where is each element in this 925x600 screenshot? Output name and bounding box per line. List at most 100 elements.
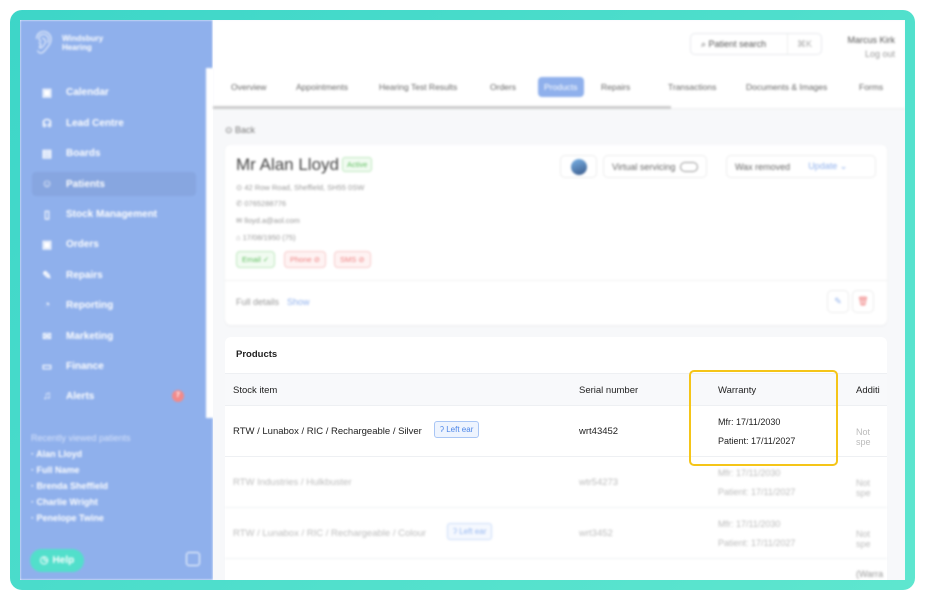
tab-transactions[interactable]: Transactions bbox=[668, 82, 717, 92]
col-additional: Additi bbox=[856, 385, 880, 396]
wrench-icon: ✎ bbox=[42, 269, 52, 282]
card-icon: ▭ bbox=[41, 360, 53, 373]
table-row[interactable]: RTW / Lunabox / RIC / Rechargeable / Col… bbox=[225, 508, 887, 559]
warranty-patient: Patient: 17/11/2027 bbox=[718, 538, 796, 548]
sidebar-item-calendar[interactable]: ▣ Calendar bbox=[32, 80, 196, 104]
orders-icon: ▣ bbox=[41, 238, 53, 251]
tab-orders[interactable]: Orders bbox=[490, 82, 516, 92]
calendar-icon: ▣ bbox=[41, 86, 53, 99]
recent-patient-link[interactable]: · Penelope Twine bbox=[31, 513, 104, 523]
ear-icon: ʔ bbox=[440, 425, 447, 434]
phone: ✆ 0765288776 bbox=[236, 199, 286, 208]
tab-products[interactable]: Products bbox=[538, 77, 584, 97]
table-row[interactable]: RTW Industries / Hulkbuster wtr54273 Mfr: … bbox=[225, 457, 887, 508]
ear-badge: ʔ Left ear bbox=[447, 523, 493, 540]
sidebar-item-boards[interactable]: ▤ Boards bbox=[32, 141, 196, 165]
sidebar-item-finance[interactable]: ▭ Finance bbox=[32, 354, 196, 378]
cake-icon: ⌂ bbox=[236, 233, 243, 242]
pin-icon: ⊙ bbox=[236, 183, 245, 192]
sidebar-item-patients[interactable]: ☺ Patients bbox=[32, 172, 196, 196]
back-button[interactable]: ⊙ Back bbox=[225, 125, 255, 136]
email-consent[interactable]: Email ✓ bbox=[236, 251, 276, 268]
tab-repairs[interactable]: Repairs bbox=[601, 82, 631, 92]
stock-item: RTW Industries / Hulkbuster bbox=[233, 477, 352, 488]
help-button[interactable]: ◷ Help bbox=[30, 549, 84, 572]
sidebar-item-alerts[interactable]: ♫ Alerts 7 bbox=[32, 384, 196, 408]
delete-button[interactable]: 🗑︎ bbox=[852, 290, 874, 313]
sidebar-item-label: Calendar bbox=[66, 86, 109, 98]
table-row[interactable]: RTW / Lunabox / RIC / Rechargeable / Sil… bbox=[225, 406, 887, 457]
warranty-mfr: Mfr: 17/11/2030 bbox=[718, 519, 781, 529]
app-window: 👂︎ Windsbury Hearing ▣ Calendar ☊ Lead Centr… bbox=[20, 20, 905, 580]
virtual-servicing-toggle[interactable]: Virtual servicing bbox=[603, 155, 708, 178]
products-card: Products Stock item Serial number Warran… bbox=[225, 337, 887, 580]
sidebar-item-lead-centre[interactable]: ☊ Lead Centre bbox=[32, 111, 196, 135]
sidebar-item-orders[interactable]: ▣ Orders bbox=[32, 232, 196, 256]
logout-link[interactable]: Log out bbox=[864, 49, 895, 59]
ear-badge: ʔ Left ear bbox=[434, 421, 480, 438]
sidebar-item-stock-management[interactable]: ▯ Stock Management bbox=[32, 202, 196, 226]
back-label: Back bbox=[235, 125, 256, 135]
help-icon: ◷ bbox=[39, 555, 49, 566]
sms-consent[interactable]: SMS ⊘ bbox=[334, 251, 371, 268]
patient-name: Mr Alan Lloyd bbox=[236, 155, 339, 174]
patient-search[interactable]: ⌕ Patient search ⌘K bbox=[690, 33, 822, 55]
tab-hearing-test-results[interactable]: Hearing Test Results bbox=[379, 82, 458, 92]
logo: 👂︎ Windsbury Hearing bbox=[30, 30, 103, 56]
stock-item: RTW / Lunabox / RIC / Rechargeable / Col… bbox=[233, 528, 427, 539]
sidebar-item-label: Lead Centre bbox=[66, 117, 124, 129]
phone-icon: ✆ bbox=[236, 199, 245, 208]
sidebar-item-reporting[interactable]: ◔ Reporting bbox=[32, 293, 196, 317]
table-row[interactable]: (Warra bbox=[225, 559, 887, 580]
sidebar-item-label: Alerts bbox=[66, 390, 95, 402]
dob-text: 17/08/1950 (75) bbox=[242, 233, 296, 242]
tab-bar: Overview Appointments Hearing Test Results… bbox=[213, 65, 905, 109]
col-stock-item: Stock item bbox=[233, 385, 278, 396]
tab-scrollbar[interactable] bbox=[213, 106, 671, 109]
col-serial-number: Serial number bbox=[579, 385, 639, 396]
recent-patient-link[interactable]: · Full Name bbox=[31, 465, 80, 475]
recent-title: Recently viewed patients bbox=[31, 433, 131, 443]
phone-consent[interactable]: Phone ⊘ bbox=[284, 251, 327, 268]
status-badge: Active bbox=[342, 157, 373, 172]
patient-card: Mr Alan Lloyd Active ⊙ 42 Row Road, Shef… bbox=[225, 145, 887, 325]
tab-documents-images[interactable]: Documents & Images bbox=[746, 82, 828, 92]
warranty-patient: Patient: 17/11/2027 bbox=[718, 436, 796, 446]
sidebar-item-repairs[interactable]: ✎ Repairs bbox=[32, 263, 196, 287]
mail-icon: ✉ bbox=[42, 330, 52, 343]
serial-number: wtr54273 bbox=[579, 477, 619, 488]
sidebar-item-label: Marketing bbox=[66, 330, 114, 342]
recent-patient-link[interactable]: · Alan Lloyd bbox=[31, 449, 83, 459]
collapse-sidebar-icon[interactable] bbox=[186, 552, 200, 566]
toggle-icon bbox=[680, 161, 699, 172]
trash-icon: 🗑︎ bbox=[857, 296, 869, 306]
clipboard-icon: ▯ bbox=[43, 208, 51, 221]
recent-patient-link[interactable]: · Brenda Sheffield bbox=[31, 481, 109, 491]
show-link[interactable]: Show bbox=[287, 297, 310, 307]
sidebar-item-marketing[interactable]: ✉ Marketing bbox=[32, 324, 196, 348]
globe-button[interactable] bbox=[560, 155, 597, 178]
bell-icon: ♫ bbox=[42, 390, 52, 402]
ear-logo-icon: 👂︎ bbox=[30, 30, 58, 55]
sidebar-item-label: Finance bbox=[66, 360, 104, 372]
tab-appointments[interactable]: Appointments bbox=[296, 82, 348, 92]
sidebar-scrollbar[interactable] bbox=[206, 68, 213, 418]
ear-icon: ʔ bbox=[453, 527, 460, 536]
warranty-mfr: Mfr: 17/11/2030 bbox=[718, 417, 781, 427]
additional-info: Not spe bbox=[856, 478, 871, 498]
tab-forms[interactable]: Forms bbox=[859, 82, 884, 92]
search-icon: ⌕ bbox=[701, 38, 709, 49]
tab-overview[interactable]: Overview bbox=[231, 82, 267, 92]
main: ⌕ Patient search ⌘K Marcus Kirk Log out O… bbox=[213, 20, 905, 580]
warranty-patient: Patient: 17/11/2027 bbox=[718, 487, 796, 497]
topbar: ⌕ Patient search ⌘K Marcus Kirk Log out bbox=[213, 20, 905, 65]
patient-icon: ☺ bbox=[41, 178, 53, 190]
update-dropdown[interactable]: Update ⌄ bbox=[808, 161, 848, 171]
sidebar-item-label: Orders bbox=[66, 238, 99, 250]
recent-patient-link[interactable]: · Charlie Wright bbox=[31, 497, 98, 507]
search-placeholder: Patient search bbox=[708, 38, 767, 49]
user-name: Marcus Kirk bbox=[847, 35, 895, 45]
additional-info: (Warra bbox=[856, 569, 884, 579]
edit-button[interactable]: ✎ bbox=[827, 290, 849, 313]
phone-text: 0765288776 bbox=[244, 199, 287, 208]
